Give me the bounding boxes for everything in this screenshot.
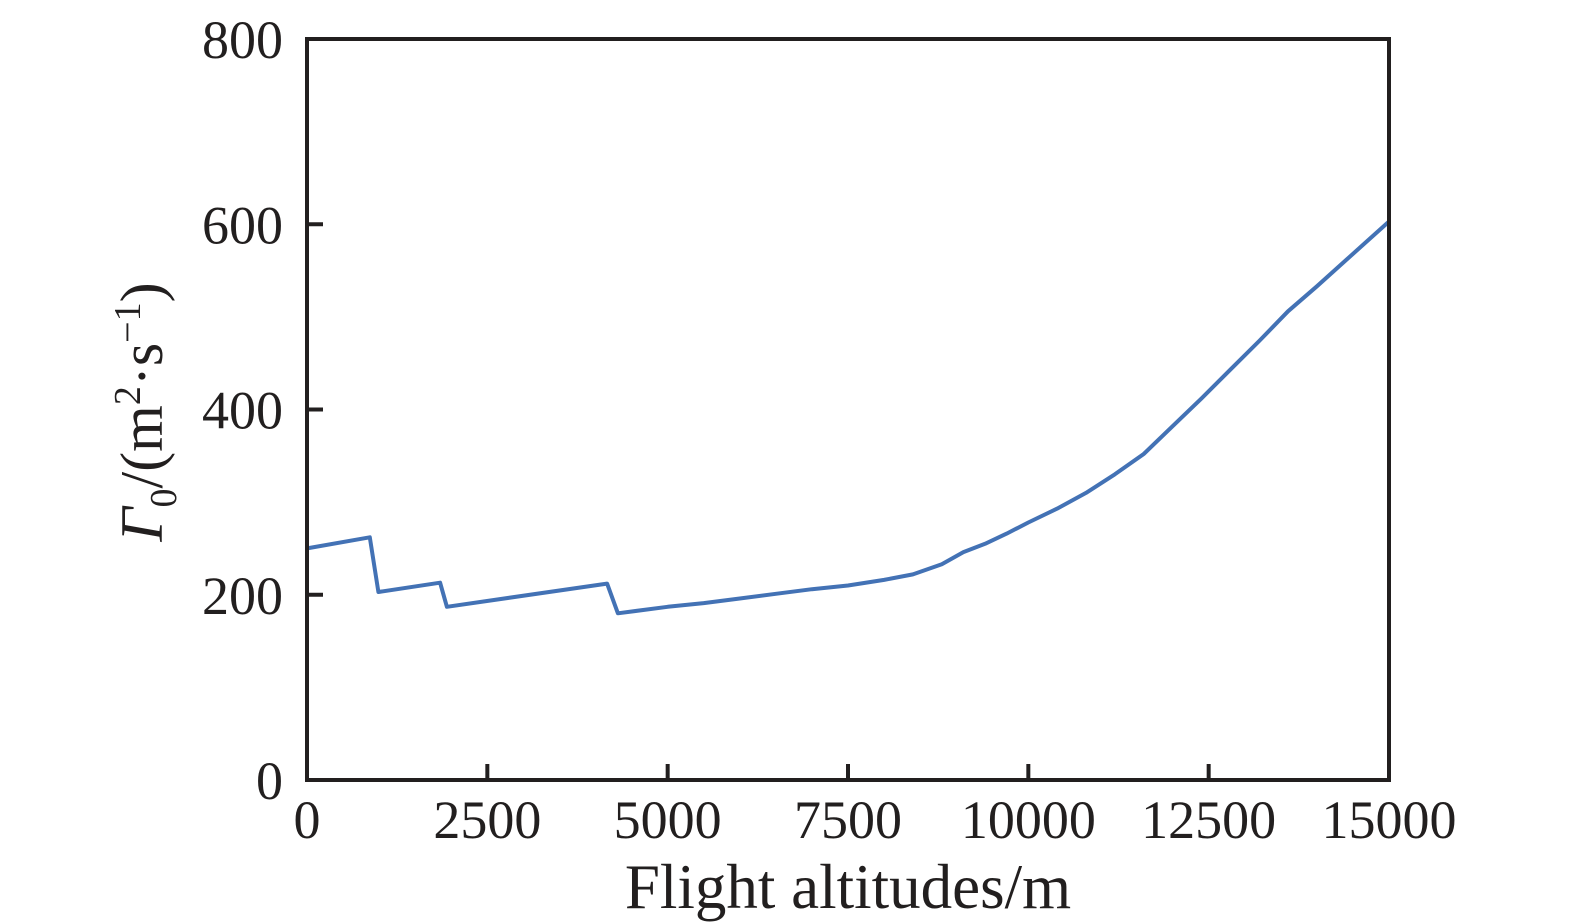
x-axis: 0 2500 5000 7500 10000 12500 15000	[294, 764, 1457, 850]
y-tick-label: 0	[256, 751, 283, 811]
plot-area: 0 200 400 600 800 0 2500 5000 7500 10000 12500 150…	[202, 10, 1457, 850]
y-axis-label: Γ0/(m2·s−1)	[107, 282, 185, 542]
y-tick-label: 600	[202, 195, 283, 255]
y-tick-label: 400	[202, 381, 283, 441]
x-tick-label: 7500	[794, 790, 902, 850]
y-tick-label: 200	[202, 566, 283, 626]
x-tick-label: 15000	[1322, 790, 1457, 850]
x-tick-label: 2500	[433, 790, 541, 850]
circulation-curve	[306, 220, 1391, 616]
x-axis-label: Flight altitudes/m	[625, 852, 1071, 922]
series-line	[306, 220, 1391, 616]
x-tick-label: 10000	[961, 790, 1096, 850]
plot-border	[305, 37, 1391, 782]
axes-frame	[305, 37, 1391, 782]
y-axis: 0 200 400 600 800	[202, 10, 323, 811]
x-tick-label: 0	[294, 790, 321, 850]
x-tick-label: 5000	[614, 790, 722, 850]
y-tick-label: 800	[202, 10, 283, 70]
x-tick-label: 12500	[1141, 790, 1276, 850]
